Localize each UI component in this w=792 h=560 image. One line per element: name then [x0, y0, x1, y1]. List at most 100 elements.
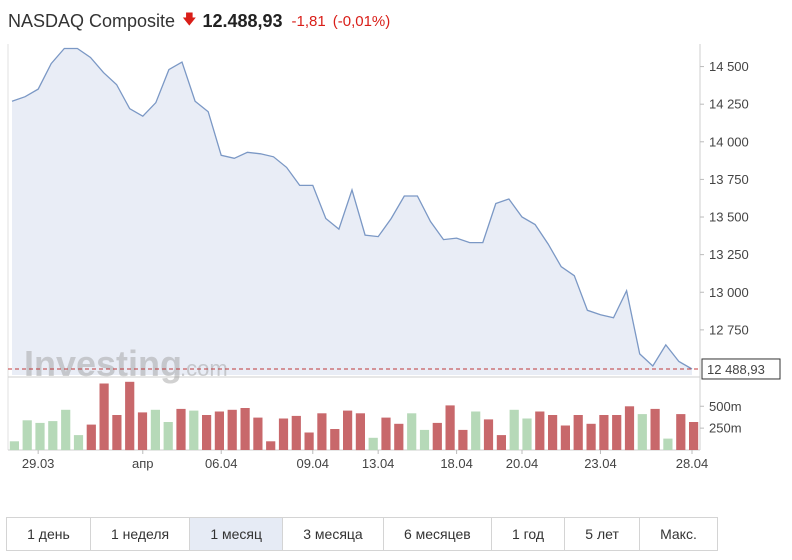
volume-bar [304, 432, 314, 450]
price-area [12, 48, 692, 375]
instrument-title: NASDAQ Composite [8, 10, 176, 31]
volume-bar [445, 405, 455, 450]
volume-bar [650, 408, 660, 450]
date-tick-label: 29.03 [22, 456, 55, 471]
volume-bar [560, 425, 570, 450]
volume-bar [355, 413, 365, 451]
date-tick-label: 09.04 [296, 456, 329, 471]
price-tick-label: 14 250 [709, 97, 749, 112]
price-tick-label: 13 250 [709, 247, 749, 262]
arrow-down-icon: 🡇 [182, 11, 197, 27]
tab-timeframe[interactable]: 6 месяцев [384, 518, 492, 550]
volume-bar [624, 406, 635, 451]
volume-bar [419, 429, 430, 450]
volume-bar [407, 413, 417, 451]
volume-bar [22, 420, 32, 451]
volume-tick-label: 250m [709, 421, 742, 436]
price-tick-label: 12 750 [709, 322, 749, 337]
volume-bar [458, 429, 468, 450]
chart-grid [7, 44, 701, 451]
date-axis: 29.03 апр 06.04 09.04 13.04 18.04 20.04 23.04 28… [22, 450, 708, 471]
volume-bar [240, 408, 250, 450]
volume-bar [253, 417, 263, 450]
volume-bar [689, 422, 699, 450]
volume-bar [266, 441, 276, 451]
tab-timeframe[interactable]: 1 день [7, 518, 91, 550]
volume-bar [535, 411, 545, 450]
volume-bar [586, 423, 596, 451]
price-area-fill [12, 48, 692, 375]
price-tick-label: 14 500 [709, 59, 749, 74]
volume-bar [189, 410, 199, 450]
volume-bar [214, 411, 224, 450]
volume-bar [227, 409, 237, 451]
current-price-badge [701, 358, 781, 380]
volume-bar [368, 437, 378, 451]
volume-bar [202, 415, 212, 450]
volume-bar [61, 409, 71, 451]
volume-bar [137, 412, 148, 450]
date-tick-label: 18.04 [440, 456, 473, 471]
volume-bar [496, 435, 506, 450]
date-tick-label: 20.04 [506, 456, 539, 471]
tab-timeframe[interactable]: 1 год [492, 518, 566, 550]
watermark-brand: Investing [24, 343, 182, 384]
volume-bar [99, 383, 109, 450]
volume-bar [483, 419, 494, 450]
chart-header: NASDAQ Composite 🡇 12.488,93 -1,81 (-0,0… [8, 8, 390, 34]
date-tick-label: 06.04 [205, 456, 238, 471]
volume-bar [9, 441, 19, 451]
investing-watermark: Investing .com [24, 343, 228, 384]
current-price-label: 12 488,93 [707, 362, 765, 377]
price-tick-label: 13 000 [709, 285, 749, 300]
volume-bar [663, 438, 673, 450]
volume-bar [86, 424, 96, 450]
volume-bar [381, 417, 391, 450]
volume-bar [35, 422, 45, 450]
volume-bar [125, 381, 135, 451]
volume-bar [522, 418, 532, 450]
volume-bar [432, 422, 442, 450]
date-tick-label: 23.04 [584, 456, 617, 471]
volume-bar [599, 415, 609, 450]
price-axis: 14 500 14 250 14 000 13 750 13 500 13 250 13 0… [700, 59, 781, 380]
price-tick-label: 14 000 [709, 134, 749, 149]
tab-timeframe[interactable]: Макс. [660, 526, 697, 542]
volume-bar [637, 414, 647, 450]
volume-bar [163, 422, 173, 450]
volume-bar [509, 409, 519, 451]
volume-bar [112, 415, 122, 450]
date-tick-label: апр [132, 456, 154, 471]
volume-bar [330, 429, 340, 450]
price-change-percent: (-0,01%) [332, 12, 391, 30]
price-line [8, 47, 700, 370]
timeframe-tabs: 1 день 1 неделя 1 месяц 3 месяца 6 месяцев 1 … [6, 517, 718, 551]
tab-timeframe[interactable]: 1 неделя [91, 518, 191, 550]
volume-axis: 500m 250m [700, 399, 742, 436]
tab-timeframe[interactable]: 3 месяца [283, 518, 384, 550]
volume-bar [176, 408, 186, 450]
price-series-line [11, 47, 693, 370]
date-tick-label: 13.04 [362, 456, 395, 471]
price-tick-label: 13 500 [709, 210, 749, 225]
volume-bar [48, 421, 58, 450]
volume-bar [394, 423, 404, 451]
volume-bar [317, 413, 327, 451]
volume-bar [150, 409, 160, 451]
price-tick-label: 13 750 [709, 172, 749, 187]
volume-bar [343, 410, 353, 450]
date-tick-label: 28.04 [676, 456, 709, 471]
volume-bar [278, 418, 289, 450]
volume-bar [471, 411, 481, 450]
last-price: 12.488,93 [202, 10, 283, 31]
volume-bar [676, 414, 686, 450]
tab-timeframe[interactable]: 5 лет [565, 518, 640, 550]
price-change: -1,81 [291, 12, 326, 30]
tab-timeframe[interactable]: 1 месяц [190, 518, 284, 550]
volume-tick-label: 500m [709, 399, 742, 414]
volume-bars [9, 381, 699, 451]
volume-bar [573, 415, 583, 450]
volume-bar [548, 415, 558, 450]
volume-bar [291, 415, 301, 450]
